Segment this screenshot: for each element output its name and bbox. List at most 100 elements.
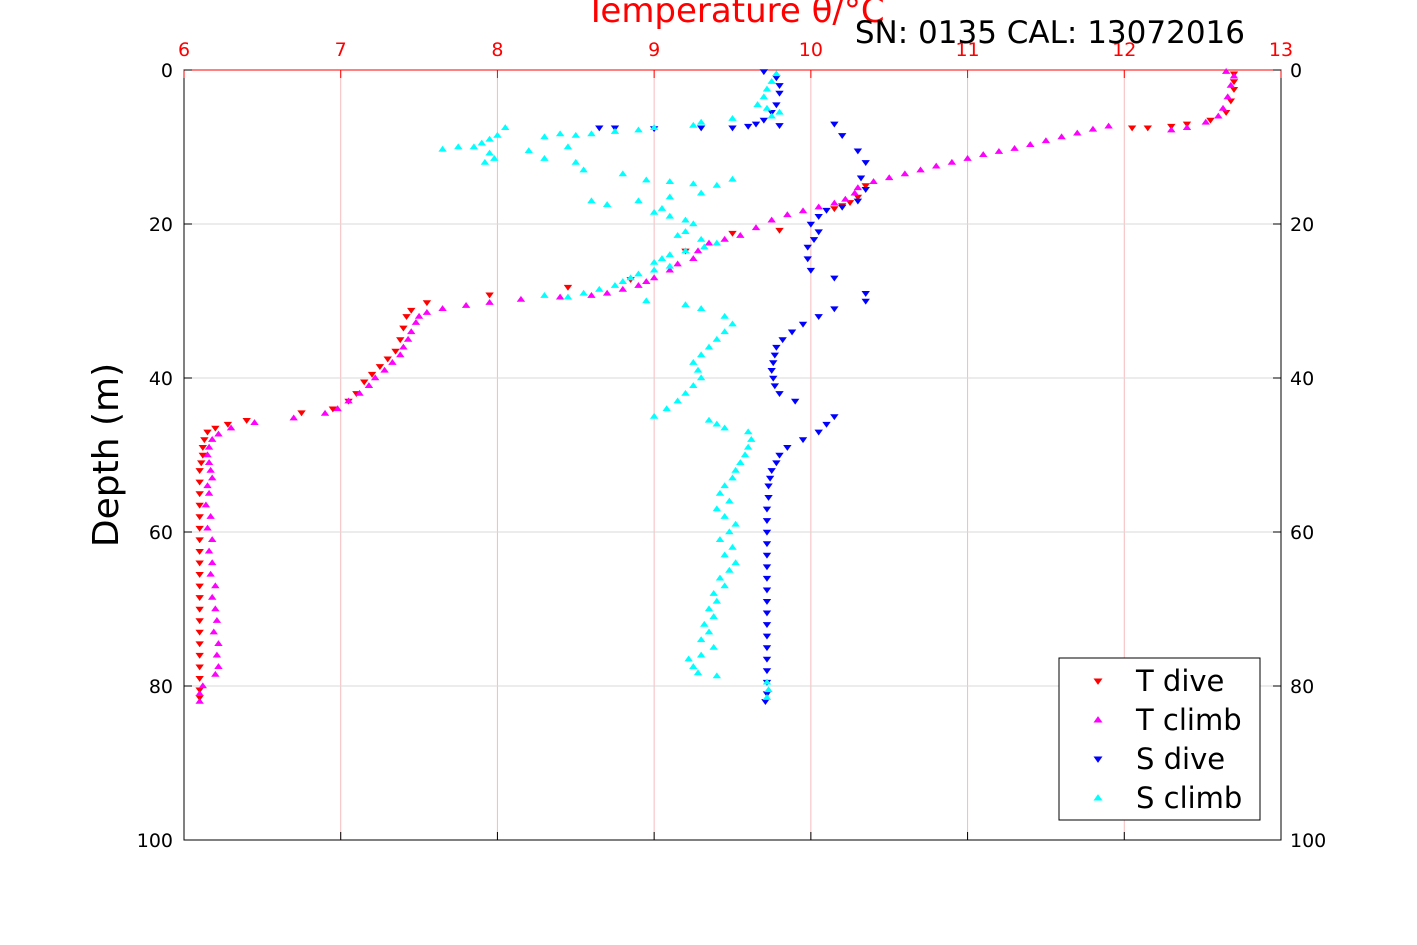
data-point [770,352,780,359]
data-point [689,359,698,365]
data-point [1226,81,1236,88]
data-point [775,90,784,97]
legend-items: T dive T climb S dive S climb [1093,664,1242,815]
data-point [1104,122,1113,129]
data-point [195,618,204,625]
y-tick-label-left: 80 [149,676,173,698]
data-point [1226,98,1236,105]
data-point [767,77,776,84]
y-tick-label-right: 40 [1290,368,1314,390]
data-point [665,251,675,258]
data-point [720,424,729,431]
data-point [947,158,957,165]
data-series [195,67,1239,705]
data-point [715,536,725,543]
data-point [720,513,729,519]
data-point [388,359,397,365]
data-point [333,405,342,412]
data-point [696,118,706,125]
legend-label: T dive [1135,664,1224,698]
data-point [203,429,212,436]
data-point [198,682,208,689]
data-point [725,528,734,535]
y-tick-label-left: 40 [149,368,173,390]
data-point [642,297,651,304]
data-point [438,145,447,152]
data-point [212,616,222,623]
data-point [764,686,773,693]
data-point [195,502,204,509]
data-point [762,668,772,675]
data-point [704,239,714,246]
data-point [1229,86,1239,93]
data-point [853,148,863,155]
data-point [767,468,776,474]
data-point [1088,125,1098,132]
data-point [480,158,490,165]
data-point [762,506,772,513]
data-point [806,221,816,228]
y-axis-label: Depth (m) [86,363,127,547]
data-point [618,170,627,177]
legend-label: T climb [1135,703,1242,737]
x-axis-ticks: 6 7 8 9 10 11 12 13 [178,39,1293,840]
data-point [493,131,502,138]
data-point [399,325,408,332]
data-point [662,405,671,412]
data-point [1041,137,1051,144]
data-point [375,364,385,371]
data-point [673,260,682,267]
data-point [761,699,770,705]
data-point [798,437,808,444]
data-point [1206,117,1215,124]
data-point [1167,126,1176,133]
data-point [814,213,823,220]
data-point [963,154,972,161]
data-point [587,292,596,298]
data-point [696,351,706,358]
data-point [712,505,722,512]
data-point [759,117,769,124]
data-point [403,335,413,342]
data-point [414,312,424,319]
y-axis-ticks: 0 0 20 20 40 40 60 60 80 80 100 100 [137,60,1327,852]
data-point [649,124,659,131]
data-point [634,270,643,277]
data-point [197,460,206,467]
data-point [693,247,703,254]
data-point [198,452,208,459]
series-s-climb [438,70,784,700]
data-point [1201,118,1210,125]
data-point [200,437,209,444]
data-point [728,320,737,327]
data-point [297,410,306,417]
series-t-climb [195,67,1239,704]
data-point [209,628,218,635]
data-point [775,391,784,397]
data-point [830,121,839,128]
y-tick-label-left: 100 [137,830,173,852]
data-point [195,537,204,544]
data-point [485,298,494,305]
data-point [762,645,772,652]
data-point [634,197,643,204]
legend: T dive T climb S dive S climb [1058,657,1261,821]
data-point [712,181,722,188]
chart-subtitle: SN: 0135 CAL: 13072016 [855,15,1245,51]
data-point [1143,125,1152,132]
data-point [407,328,416,335]
data-point [198,444,208,451]
data-point [830,275,839,282]
data-point [772,75,781,82]
data-point [289,414,298,421]
data-point [743,123,753,130]
y-tick-label-right: 60 [1290,522,1314,544]
data-point [720,582,729,589]
data-point [540,154,549,161]
data-point [195,548,204,555]
data-point [830,414,839,421]
data-point [696,305,706,312]
data-point [700,620,709,627]
x-tick-label: 11 [955,39,979,61]
data-point [328,406,338,413]
